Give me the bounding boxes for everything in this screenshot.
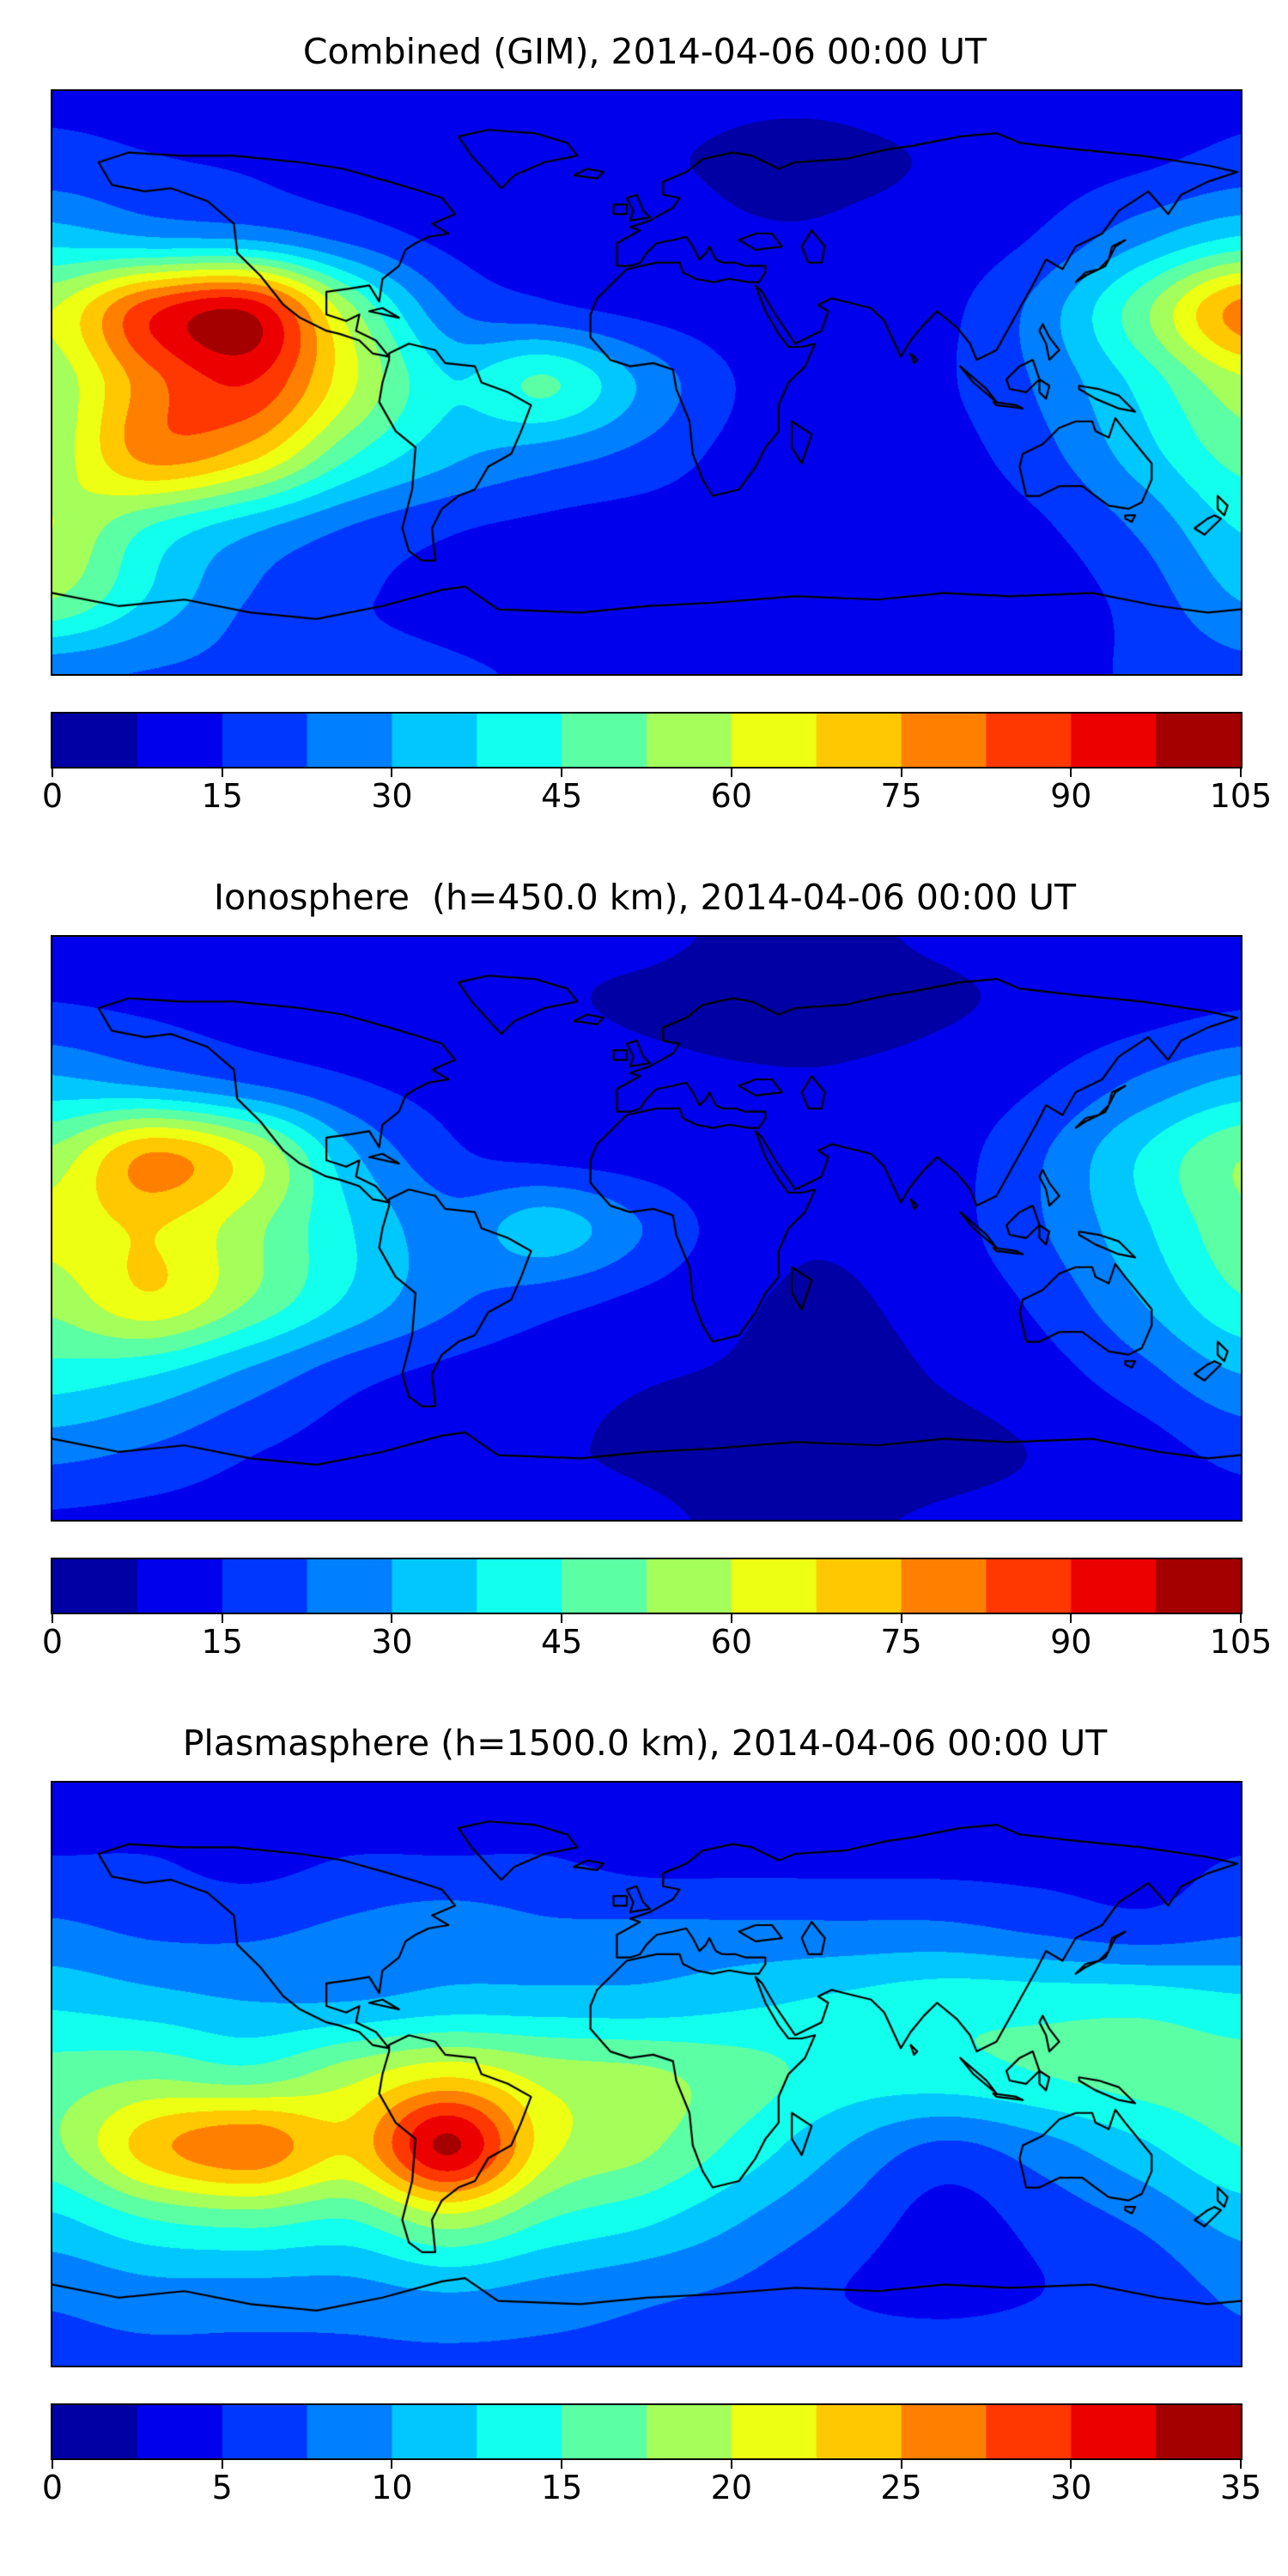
colorbar-combined: 0 15 30 45 60 75 90 105 [42, 712, 1272, 820]
colorbar-tick-label: 0 [41, 777, 64, 815]
colorbar-canvas-combined [51, 712, 1242, 769]
colorbar-tick-label: 45 [540, 777, 583, 815]
colorbar-tick-label: 10 [371, 2469, 413, 2506]
colorbar-tick-mark [900, 769, 902, 777]
colorbar-ticks-ionosphere: 0 15 30 45 60 75 90 105 [42, 1614, 1272, 1666]
colorbar-tick-label: 90 [1050, 1623, 1092, 1661]
colorbar-tick-mark [1070, 1614, 1072, 1623]
colorbar-tick-mark [52, 769, 53, 777]
colorbar-tick-mark [221, 769, 223, 777]
colorbar-tick-label: 0 [41, 1623, 64, 1661]
colorbar-tick-label: 30 [1050, 2469, 1092, 2506]
colorbar-tick-label: 30 [371, 1623, 413, 1661]
colorbar-tick-mark [561, 769, 563, 777]
colorbar-tick-mark [900, 1614, 902, 1623]
colorbar-tick-mark [391, 1614, 393, 1623]
colorbar-tick-mark [730, 1614, 732, 1623]
colorbar-tick-label: 25 [880, 2469, 922, 2506]
colorbar-tick-mark [1070, 2460, 1072, 2469]
colorbar-tick-mark [561, 1614, 563, 1623]
panel-ionosphere: Ionosphere (h=450.0 km), 2014-04-06 00:0… [42, 877, 1272, 1666]
panel-title-ionosphere: Ionosphere (h=450.0 km), 2014-04-06 00:0… [213, 877, 1077, 918]
colorbar-tick-label: 15 [540, 2469, 583, 2506]
colorbar-ionosphere: 0 15 30 45 60 75 90 105 [42, 1558, 1272, 1666]
colorbar-tick-label: 5 [211, 2469, 233, 2506]
colorbar-ticks-plasmasphere: 0 5 10 15 20 25 30 35 [42, 2460, 1261, 2512]
panel-combined-gim: Combined (GIM), 2014-04-06 00:00 UT 0 15 3… [42, 31, 1272, 820]
colorbar-tick-label: 30 [371, 777, 413, 815]
colorbar-tick-mark [52, 1614, 53, 1623]
colorbar-tick-label: 75 [880, 1623, 922, 1661]
colorbar-tick-mark [1240, 2460, 1242, 2469]
colorbar-plasmasphere: 0 5 10 15 20 25 30 35 [42, 2403, 1261, 2512]
colorbar-tick-label: 35 [1219, 2469, 1262, 2506]
panel-plasmasphere: Plasmasphere (h=1500.0 km), 2014-04-06 0… [42, 1722, 1261, 2512]
colorbar-tick-label: 20 [710, 2469, 753, 2506]
map-canvas-combined [51, 89, 1242, 676]
map-canvas-plasmasphere [51, 1781, 1242, 2367]
colorbar-tick-label: 15 [201, 777, 243, 815]
colorbar-canvas-plasmasphere [51, 2403, 1242, 2460]
colorbar-ticks-combined: 0 15 30 45 60 75 90 105 [42, 769, 1272, 820]
map-canvas-ionosphere [51, 935, 1242, 1522]
colorbar-tick-label: 15 [201, 1623, 243, 1661]
colorbar-tick-mark [561, 2460, 563, 2469]
colorbar-tick-label: 60 [710, 1623, 753, 1661]
colorbar-tick-label: 45 [540, 1623, 583, 1661]
colorbar-tick-label: 90 [1050, 777, 1092, 815]
colorbar-tick-label: 105 [1209, 777, 1273, 815]
colorbar-tick-mark [52, 2460, 53, 2469]
colorbar-tick-mark [730, 2460, 732, 2469]
colorbar-tick-mark [391, 769, 393, 777]
colorbar-tick-mark [221, 2460, 223, 2469]
colorbar-tick-label: 75 [880, 777, 922, 815]
colorbar-tick-label: 0 [41, 2469, 64, 2506]
colorbar-tick-mark [1240, 769, 1242, 777]
colorbar-canvas-ionosphere [51, 1558, 1242, 1614]
colorbar-tick-mark [221, 1614, 223, 1623]
colorbar-tick-label: 105 [1209, 1623, 1273, 1661]
colorbar-tick-mark [391, 2460, 393, 2469]
colorbar-tick-mark [730, 769, 732, 777]
colorbar-tick-mark [1070, 769, 1072, 777]
colorbar-tick-mark [900, 2460, 902, 2469]
colorbar-tick-mark [1240, 1614, 1242, 1623]
panel-title-plasmasphere: Plasmasphere (h=1500.0 km), 2014-04-06 0… [182, 1722, 1108, 1764]
colorbar-tick-label: 60 [710, 777, 753, 815]
panel-title-combined: Combined (GIM), 2014-04-06 00:00 UT [302, 31, 987, 72]
